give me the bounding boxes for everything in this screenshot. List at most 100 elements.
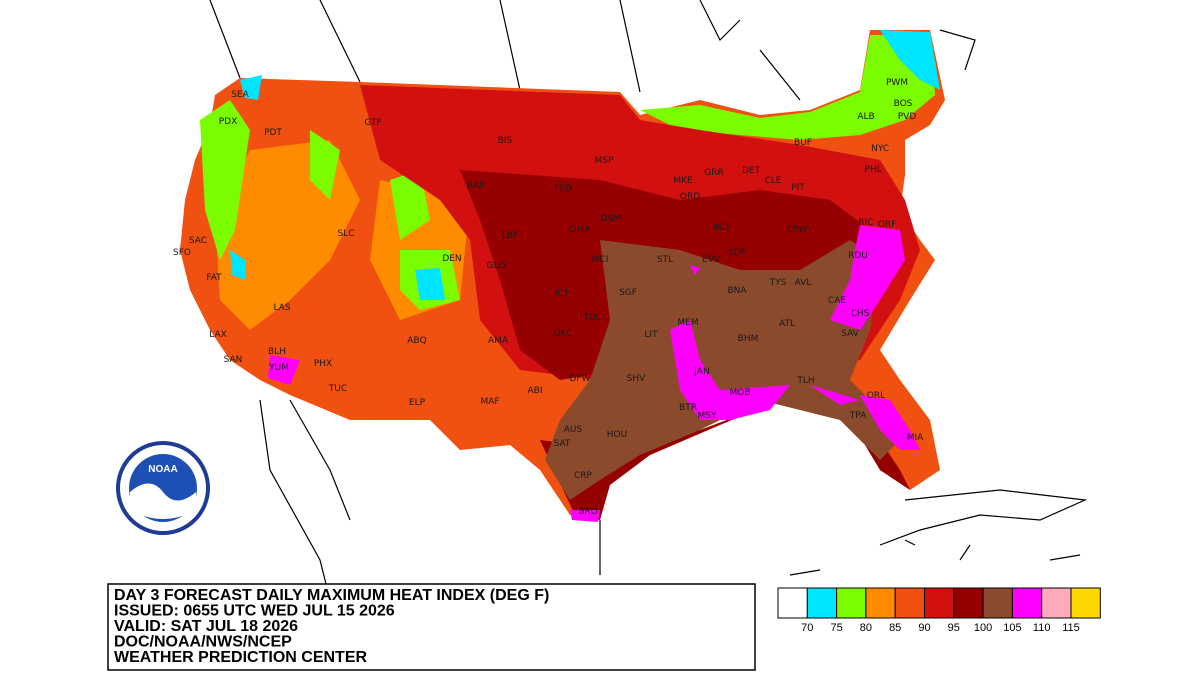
- station-label: TUC: [328, 384, 347, 394]
- header-line: DAY 3 FORECAST DAILY MAXIMUM HEAT INDEX …: [114, 587, 549, 604]
- legend-label: 90: [918, 622, 930, 634]
- station-label: BNA: [727, 286, 747, 296]
- station-label: OMA: [569, 225, 591, 235]
- header-line: VALID: SAT JUL 18 2026: [114, 618, 298, 635]
- station-label: MSY: [698, 411, 717, 421]
- station-label: MIA: [907, 433, 924, 443]
- station-label: ATL: [779, 319, 795, 329]
- station-label: SAN: [224, 355, 243, 365]
- base-lines: [209, 0, 1088, 601]
- station-label: LAX: [209, 330, 227, 340]
- heat-map: [180, 30, 945, 522]
- station-label: DEN: [442, 254, 461, 264]
- station-label: SAV: [841, 329, 859, 339]
- legend-label: 110: [1033, 622, 1051, 634]
- header-box: [107, 583, 756, 671]
- legend-swatch: [953, 587, 984, 619]
- legend-swatch: [836, 587, 867, 619]
- station-label: ICT: [555, 289, 570, 299]
- station-label: TYS: [769, 278, 787, 288]
- station-label: GTF: [364, 118, 381, 128]
- station-label: EVV: [702, 255, 721, 265]
- legend-swatch: [1011, 587, 1043, 619]
- noaa-logo: NOAA: [116, 441, 210, 535]
- station-label: AVL: [795, 278, 812, 288]
- legend-swatch: [865, 587, 896, 619]
- header-line: ISSUED: 0655 UTC WED JUL 15 2026: [114, 603, 395, 620]
- station-label: PIT: [791, 183, 805, 193]
- station-label: CLE: [765, 176, 782, 186]
- station-labels: SEA PDX PDT GTF BIS MSP RAP FSD MKE GRR DET CLE PIT B…: [173, 78, 924, 517]
- legend-swatch: [777, 587, 808, 619]
- station-label: ABQ: [407, 336, 426, 346]
- station-label: SGF: [619, 288, 637, 298]
- station-label: SAC: [189, 236, 207, 246]
- legend-label: 85: [889, 622, 901, 634]
- station-label: TLH: [796, 376, 814, 386]
- station-label: BUF: [794, 138, 812, 148]
- legend-label: 80: [860, 622, 872, 634]
- station-label: LIT: [644, 330, 658, 340]
- station-label: RIC: [858, 218, 873, 228]
- logo-text: NOAA: [148, 464, 177, 475]
- station-label: IND: [713, 223, 729, 233]
- station-label: ALB: [857, 112, 874, 122]
- legend: 70 75 80 85 90 95 100 105 110 115: [777, 587, 1101, 634]
- station-label: CHS: [851, 309, 870, 319]
- station-label: MOB: [729, 388, 750, 398]
- legend-label: 75: [830, 622, 842, 634]
- station-label: BIS: [498, 136, 513, 146]
- legend-label: 70: [801, 622, 813, 634]
- station-label: TPA: [849, 411, 867, 421]
- station-label: NYC: [871, 144, 889, 154]
- station-label: BLH: [268, 347, 286, 357]
- station-label: PHL: [864, 165, 881, 175]
- station-label: SDF: [728, 248, 746, 258]
- station-label: LAS: [273, 303, 290, 313]
- station-label: ABI: [528, 386, 543, 396]
- station-label: PHX: [314, 359, 332, 369]
- legend-swatch: [894, 587, 926, 619]
- station-label: AUS: [564, 425, 583, 435]
- station-label: PDT: [264, 128, 282, 138]
- header: DAY 3 FORECAST DAILY MAXIMUM HEAT INDEX …: [114, 587, 549, 666]
- station-label: RDU: [848, 251, 868, 261]
- station-label: GLD: [487, 261, 506, 271]
- header-line: DOC/NOAA/NWS/NCEP: [114, 634, 292, 651]
- legend-label: 100: [974, 622, 992, 634]
- header-line: WEATHER PREDICTION CENTER: [114, 649, 367, 666]
- station-label: SHV: [627, 374, 646, 384]
- legend-label: 105: [1003, 622, 1021, 634]
- station-label: DFW: [569, 374, 590, 384]
- legend-swatch: [982, 587, 1013, 619]
- station-label: FAT: [206, 273, 222, 283]
- station-label: ORF: [878, 220, 897, 230]
- station-label: PDX: [219, 117, 238, 127]
- station-label: GRR: [704, 168, 723, 178]
- station-label: LBF: [502, 231, 518, 241]
- station-label: FSD: [554, 184, 572, 194]
- station-label: SAT: [554, 439, 571, 449]
- station-label: CRP: [574, 471, 593, 481]
- station-label: HOU: [607, 430, 627, 440]
- station-label: SLC: [337, 229, 354, 239]
- station-label: JAN: [693, 367, 709, 377]
- station-label: BRO: [578, 507, 598, 517]
- legend-swatch: [924, 587, 955, 619]
- legend-swatch: [1041, 587, 1072, 619]
- station-label: PVD: [898, 112, 917, 122]
- station-label: TUL: [582, 313, 600, 323]
- legend-swatch: [1070, 587, 1101, 619]
- station-label: MAF: [480, 397, 499, 407]
- station-label: MCI: [592, 255, 609, 265]
- station-label: MSP: [595, 156, 614, 166]
- legend-label: 115: [1062, 622, 1080, 634]
- station-label: SEA: [231, 90, 249, 100]
- station-label: RAP: [467, 181, 485, 191]
- station-label: MKE: [673, 176, 693, 186]
- station-label: ORD: [680, 192, 700, 202]
- station-label: BHM: [738, 334, 759, 344]
- legend-label: 95: [948, 622, 960, 634]
- station-label: OKC: [554, 329, 573, 339]
